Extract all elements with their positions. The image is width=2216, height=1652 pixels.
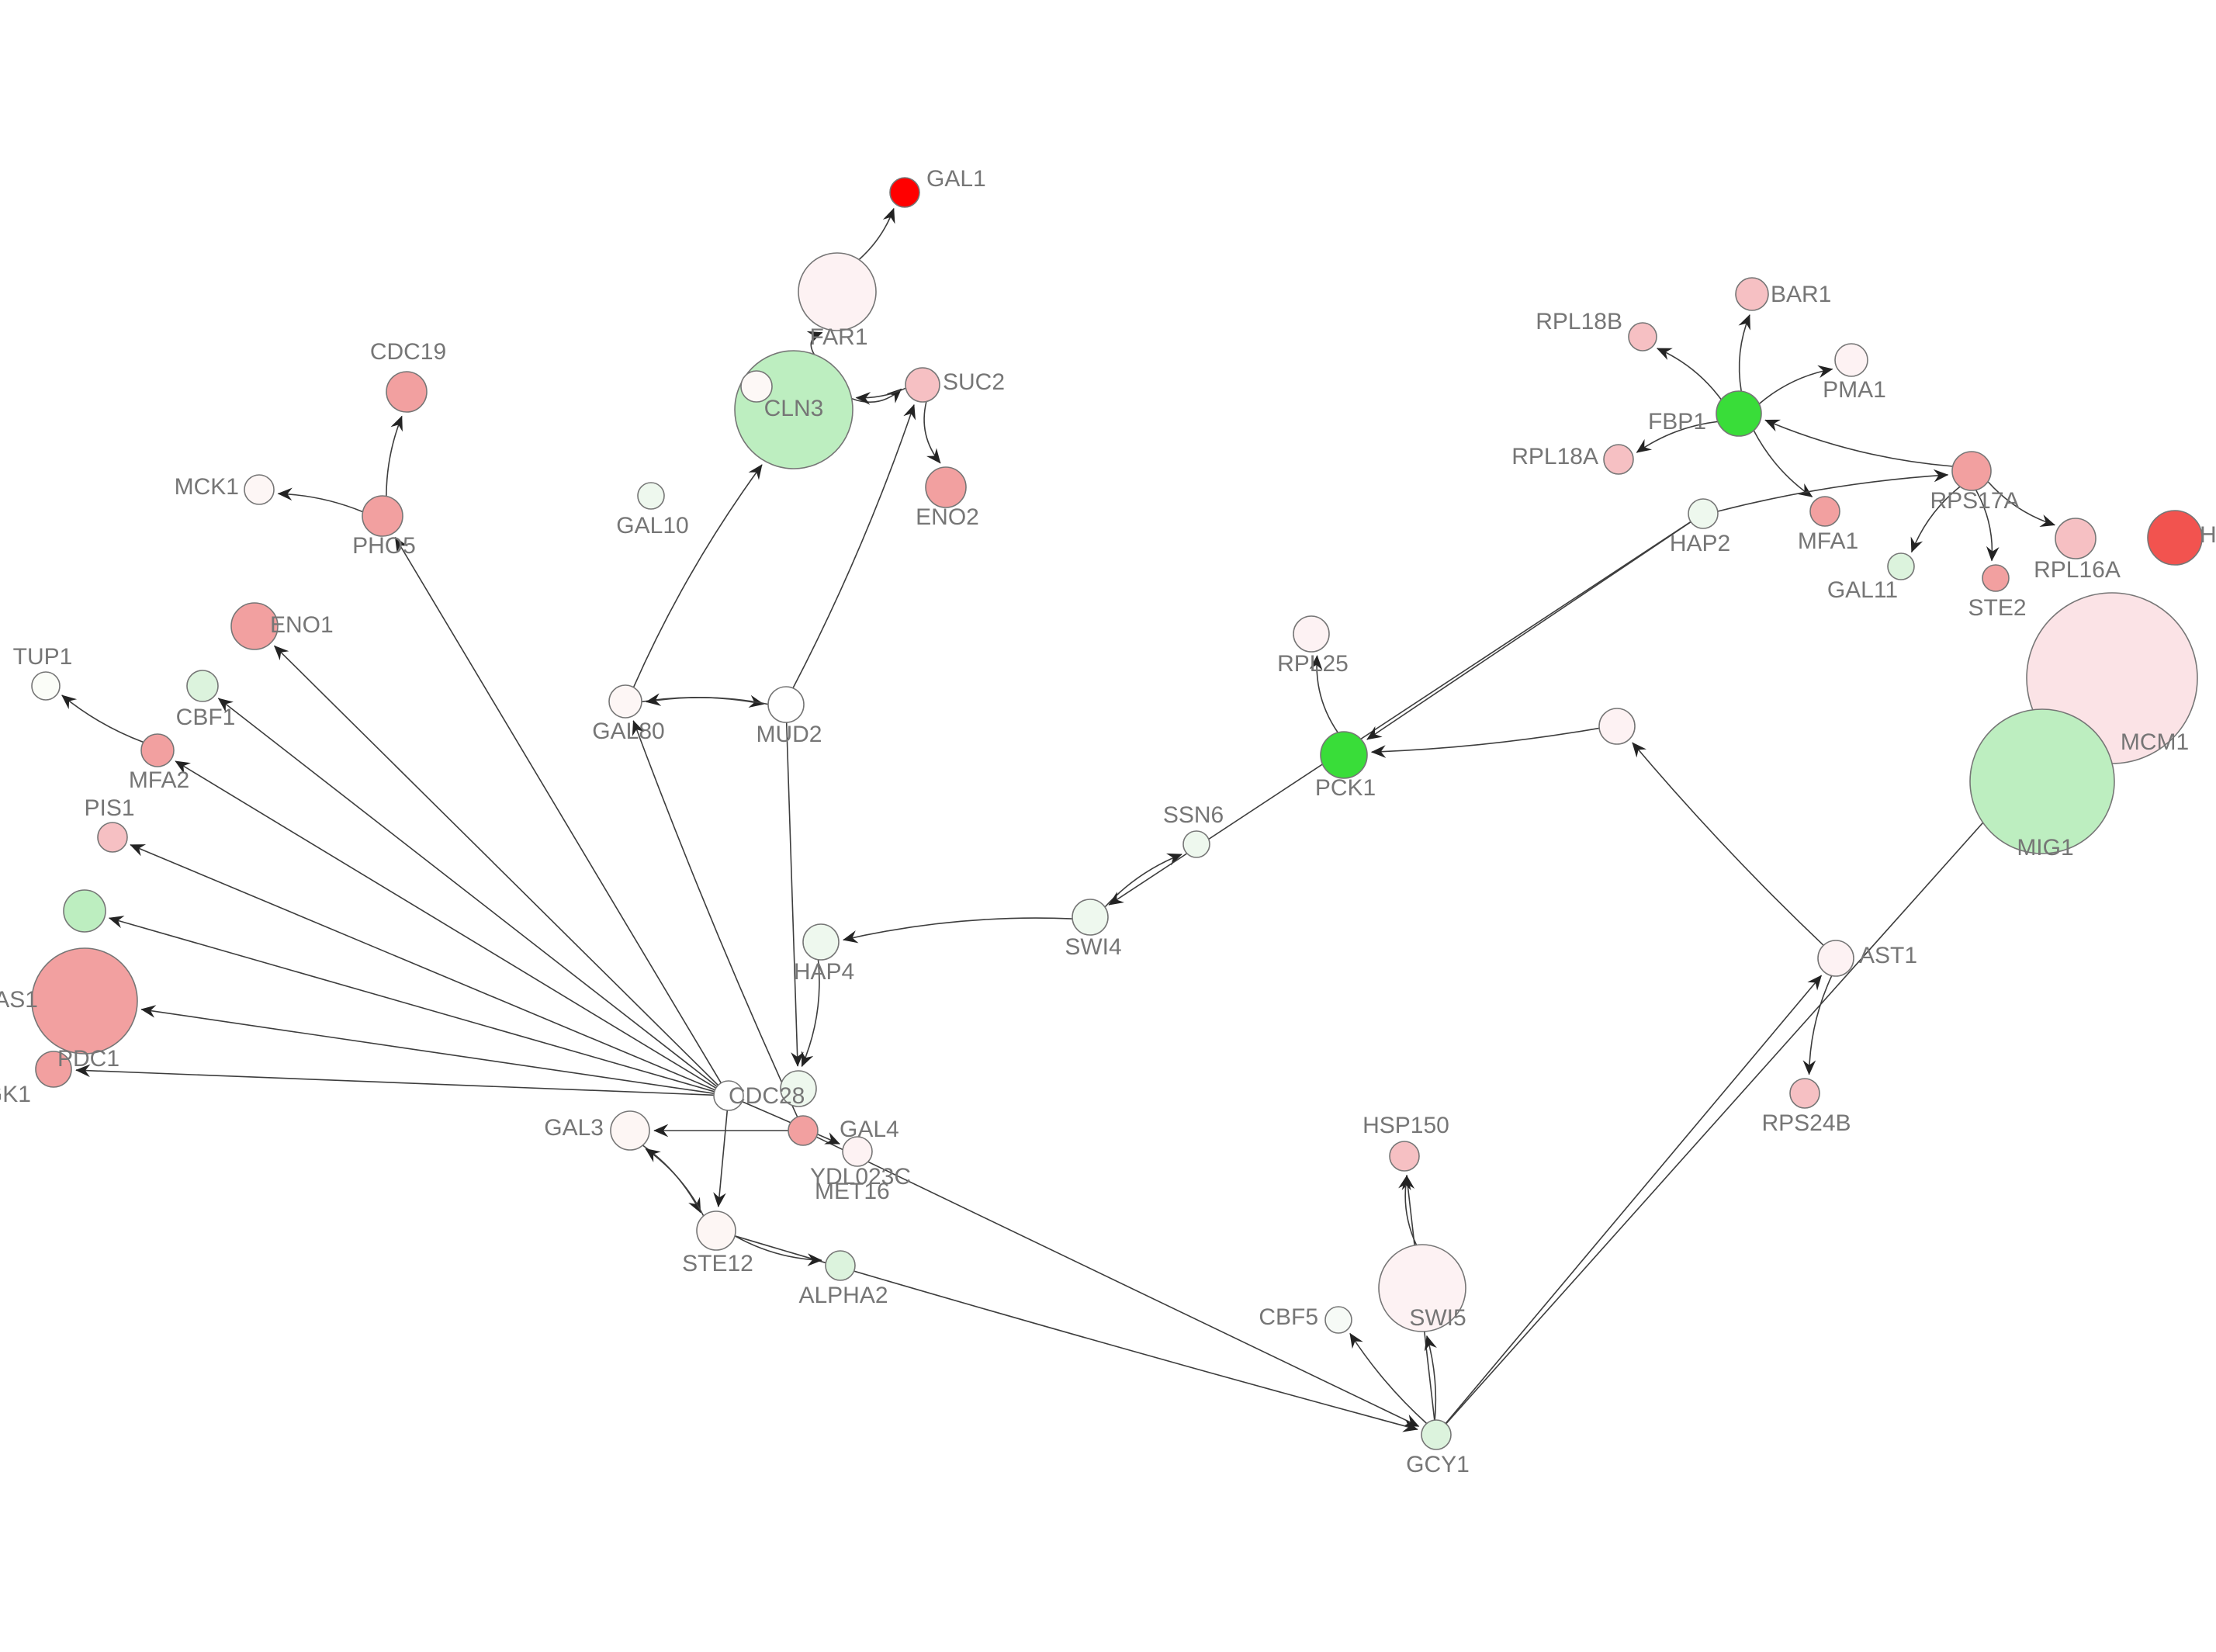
svg-text:SUC2: SUC2 <box>943 369 1005 395</box>
svg-text:CBF5: CBF5 <box>1259 1304 1318 1330</box>
svg-text:RPL18B: RPL18B <box>1536 309 1622 334</box>
svg-text:BAR1: BAR1 <box>1771 282 1831 307</box>
svg-text:MET16: MET16 <box>815 1179 890 1204</box>
svg-text:MFA2: MFA2 <box>129 767 189 793</box>
svg-text:STE12: STE12 <box>682 1251 753 1276</box>
svg-text:GAL80: GAL80 <box>592 719 664 744</box>
svg-text:ENO2: ENO2 <box>916 504 979 530</box>
svg-text:GAL3: GAL3 <box>544 1115 604 1141</box>
svg-text:RPS24B: RPS24B <box>1761 1110 1851 1136</box>
svg-text:AS1: AS1 <box>0 987 38 1013</box>
svg-text:HSP150: HSP150 <box>1362 1113 1449 1138</box>
svg-text:SWI5: SWI5 <box>1409 1305 1466 1331</box>
svg-text:AST1: AST1 <box>1859 943 1917 968</box>
svg-text:MFA1: MFA1 <box>1798 528 1858 554</box>
svg-text:RPS17A: RPS17A <box>1930 488 2019 514</box>
svg-text:MIG1: MIG1 <box>2017 835 2073 861</box>
svg-text:GAL11: GAL11 <box>1827 577 1898 603</box>
svg-text:MCK1: MCK1 <box>175 474 239 500</box>
svg-text:PIS1: PIS1 <box>84 795 134 821</box>
svg-text:RPL16A: RPL16A <box>2034 557 2121 583</box>
svg-text:STE2: STE2 <box>1968 595 2026 621</box>
svg-text:ENO1: ENO1 <box>270 612 334 638</box>
svg-text:SSN6: SSN6 <box>1163 802 1224 828</box>
svg-text:GCY1: GCY1 <box>1406 1452 1470 1477</box>
svg-text:HAP4: HAP4 <box>794 959 854 985</box>
svg-text:PMA1: PMA1 <box>1823 377 1886 403</box>
svg-text:GAL10: GAL10 <box>616 513 688 539</box>
svg-text:HAP2: HAP2 <box>1670 531 1730 556</box>
svg-text:MCM1: MCM1 <box>2121 729 2189 755</box>
svg-text:CDC19: CDC19 <box>370 339 446 365</box>
svg-text:CBF1: CBF1 <box>176 705 236 730</box>
svg-text:MUD2: MUD2 <box>756 722 822 747</box>
svg-text:PGK1: PGK1 <box>0 1082 31 1107</box>
svg-text:CDC28: CDC28 <box>729 1083 805 1109</box>
svg-text:RPL25: RPL25 <box>1277 651 1349 677</box>
svg-text:FAR1: FAR1 <box>809 324 867 350</box>
svg-text:CLN3: CLN3 <box>764 396 824 421</box>
svg-text:SWI4: SWI4 <box>1065 934 1121 960</box>
svg-text:RPL18A: RPL18A <box>1511 444 1598 469</box>
svg-text:HIS4: HIS4 <box>2200 522 2216 548</box>
svg-text:FBP1: FBP1 <box>1648 409 1706 435</box>
svg-text:TUP1: TUP1 <box>13 644 73 670</box>
svg-text:PCK1: PCK1 <box>1315 775 1376 801</box>
svg-text:GAL4: GAL4 <box>840 1117 899 1142</box>
svg-text:GAL1: GAL1 <box>926 166 986 192</box>
svg-text:PHO5: PHO5 <box>352 533 416 559</box>
svg-text:PDC1: PDC1 <box>57 1046 119 1072</box>
svg-text:ALPHA2: ALPHA2 <box>798 1283 888 1308</box>
